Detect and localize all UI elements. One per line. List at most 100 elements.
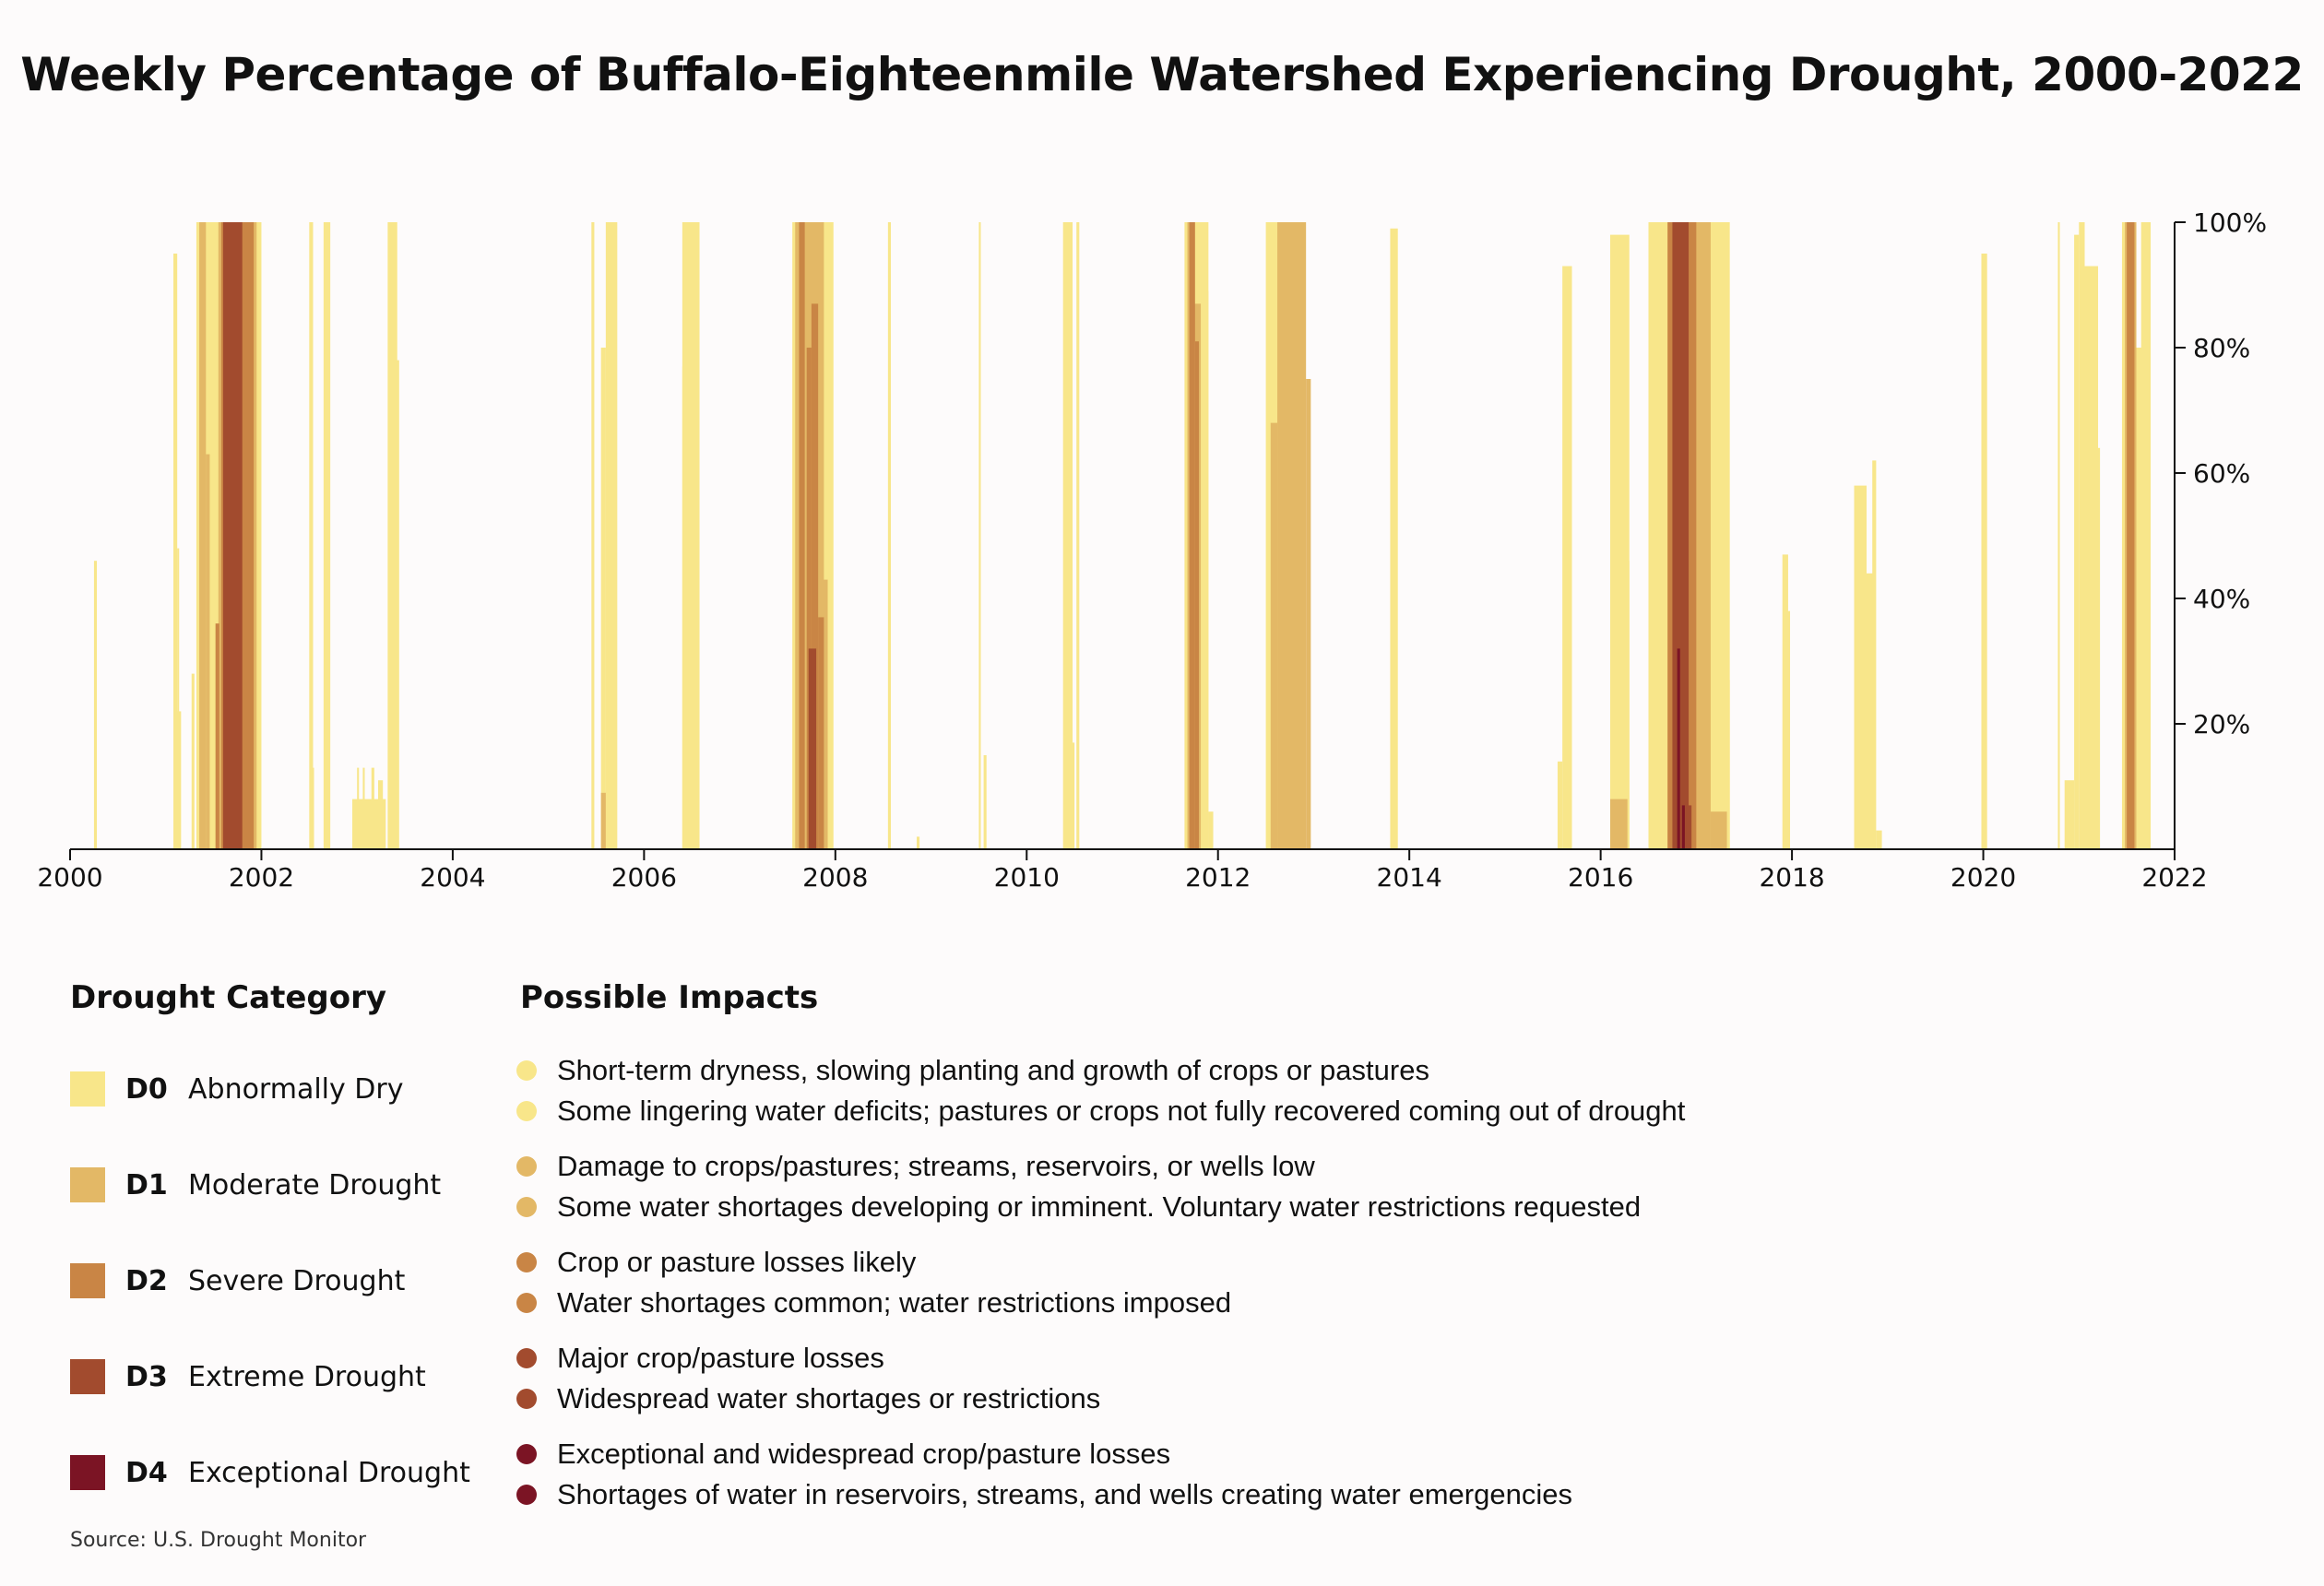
bar-d0-21 [682, 366, 688, 849]
bar-d0-50 [1981, 254, 1987, 849]
bar-d0-17 [600, 348, 606, 849]
legend-item-d2: D2 Severe Drought [70, 1262, 405, 1299]
bar-d0-25 [978, 222, 981, 849]
impact-dot [516, 1293, 537, 1313]
bar-d1-1 [206, 454, 210, 849]
legend-code: D2 [125, 1264, 168, 1297]
bar-d0-54 [2079, 222, 2085, 849]
bar-d3-0 [222, 222, 243, 849]
bar-d1-10 [1306, 379, 1311, 849]
bar-d0-24 [916, 836, 920, 849]
x-tick-label: 2006 [611, 862, 677, 893]
impact-text: Crop or pasture losses likely [557, 1246, 917, 1278]
legend-code: D0 [125, 1072, 168, 1106]
x-tick-label: 2010 [994, 862, 1060, 893]
legend-label: Exceptional Drought [188, 1456, 470, 1489]
y-tick-label: 40% [2193, 584, 2250, 614]
impact-item: Shortages of water in reservoirs, stream… [516, 1476, 1572, 1513]
impact-dot [516, 1389, 537, 1409]
impact-text: Some water shortages developing or immin… [557, 1190, 1642, 1223]
legend-item-d1: D1 Moderate Drought [70, 1166, 441, 1203]
bar-d3-1 [808, 648, 817, 849]
legend-swatch [70, 1071, 105, 1107]
bar-d0-53 [2074, 234, 2080, 850]
bar-d2-7 [1194, 341, 1199, 849]
legend-item-d3: D3 Extreme Drought [70, 1358, 426, 1395]
impact-item: Exceptional and widespread crop/pasture … [516, 1436, 1170, 1473]
bar-d0-40 [1610, 234, 1630, 850]
bar-d2-6 [1189, 222, 1195, 849]
impact-dot [516, 1101, 537, 1121]
bar-d0-8 [323, 222, 331, 849]
impact-text: Some lingering water deficits; pastures … [557, 1095, 1686, 1127]
bar-d0-52 [2064, 780, 2075, 849]
bar-d0-13 [378, 780, 384, 849]
bar-d0-46 [1854, 485, 1867, 849]
legend-code: D4 [125, 1456, 168, 1489]
bar-d0-1 [173, 254, 178, 849]
x-tick-label: 2008 [802, 862, 868, 893]
bar-d1-13 [1710, 811, 1727, 849]
x-tick-label: 2022 [2141, 862, 2207, 893]
y-tick-label: 80% [2193, 333, 2250, 363]
bar-d1-9 [1277, 222, 1307, 849]
bar-d0-32 [1204, 290, 1209, 849]
bar-d0-19 [605, 379, 611, 849]
impact-dot [516, 1252, 537, 1272]
bar-d0-47 [1864, 573, 1874, 849]
legend-label: Moderate Drought [188, 1168, 442, 1201]
impact-dot [516, 1348, 537, 1368]
legend-item-d0: D0 Abnormally Dry [70, 1071, 404, 1107]
axes-layer: 2000 2002 2004 2006 2008 2010 2012 2014 2016 2018… [37, 207, 2267, 893]
bar-d0-6 [309, 222, 314, 849]
impact-dot [516, 1197, 537, 1217]
legend-swatch [70, 1455, 105, 1490]
impact-item: Crop or pasture losses likely [516, 1244, 916, 1281]
y-tick-label: 60% [2193, 458, 2250, 489]
bar-d2-2 [799, 222, 805, 849]
impact-item: Major crop/pasture losses [516, 1340, 884, 1377]
impact-item: Widespread water shortages or restrictio… [516, 1380, 1100, 1417]
impact-text: Short-term dryness, slowing planting and… [557, 1054, 1429, 1086]
bar-d0-51 [2057, 222, 2060, 849]
bar-d0-16 [591, 222, 595, 849]
chart-title: Weekly Percentage of Buffalo-Eighteenmil… [20, 48, 2304, 101]
bar-d3-3 [1686, 805, 1692, 849]
bar-d0-28 [1064, 467, 1069, 849]
bar-d0-14 [387, 222, 397, 849]
bar-d0-49 [1876, 830, 1882, 849]
bar-d0-12 [371, 767, 374, 849]
impact-dot [516, 1485, 537, 1505]
bar-d1-11 [1610, 799, 1628, 849]
bar-d0-26 [983, 755, 987, 849]
bar-d0-33 [1208, 811, 1214, 849]
source-note: Source: U.S. Drought Monitor [70, 1529, 367, 1552]
x-tick-label: 2016 [1568, 862, 1633, 893]
bar-d2-9 [2127, 222, 2135, 849]
x-tick-label: 2012 [1185, 862, 1251, 893]
bar-d2-4 [811, 303, 819, 849]
bar-d0-3 [177, 548, 180, 849]
x-tick-label: 2018 [1759, 862, 1824, 893]
bar-d0-37 [1392, 836, 1396, 849]
legend-label: Extreme Drought [188, 1360, 426, 1393]
bar-d0-23 [887, 222, 891, 849]
bar-d2-1 [215, 623, 219, 849]
bar-d0-59 [2140, 222, 2152, 849]
legend-swatch [70, 1167, 105, 1202]
impact-text: Widespread water shortages or restrictio… [557, 1382, 1101, 1414]
bar-d2-5 [818, 617, 824, 849]
y-tick-label: 20% [2193, 709, 2250, 740]
bar-d0-0 [93, 561, 98, 849]
bar-d4-1 [1681, 805, 1685, 849]
impact-dot [516, 1060, 537, 1081]
legend-label: Abnormally Dry [188, 1072, 404, 1106]
x-tick-label: 2004 [420, 862, 485, 893]
impact-item: Water shortages common; water restrictio… [516, 1284, 1231, 1321]
category-heading: Drought Category [70, 979, 387, 1016]
impact-dot [516, 1156, 537, 1177]
impact-item: Some lingering water deficits; pastures … [516, 1093, 1685, 1130]
impact-item: Damage to crops/pastures; streams, reser… [516, 1148, 1315, 1185]
legend-code: D1 [125, 1168, 168, 1201]
bar-d0-45 [1784, 610, 1791, 849]
